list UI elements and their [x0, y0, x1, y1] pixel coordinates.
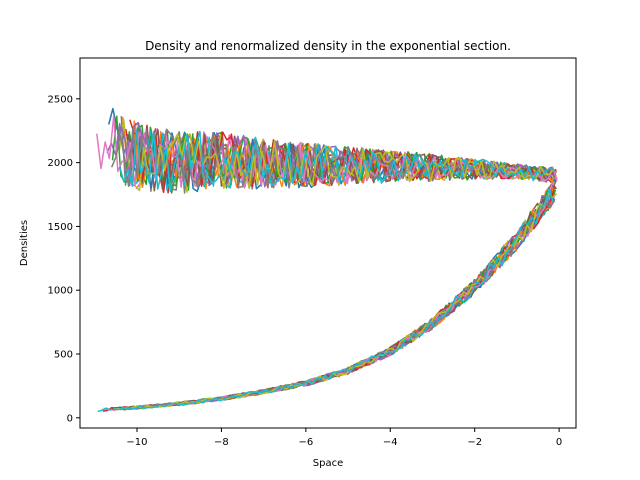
- y-tick-label: 2500: [48, 94, 73, 105]
- x-tick-label: −10: [126, 437, 147, 448]
- x-tick-label: −6: [298, 437, 313, 448]
- x-tick-label: −4: [383, 437, 398, 448]
- y-tick-label: 500: [54, 350, 73, 361]
- y-tick-label: 0: [67, 413, 73, 424]
- y-tick-label: 2000: [48, 158, 73, 169]
- chart-title: Density and renormalized density in the …: [145, 39, 511, 53]
- y-tick-label: 1500: [48, 222, 73, 233]
- x-axis-label: Space: [313, 458, 343, 469]
- x-tick-label: −2: [467, 437, 482, 448]
- x-tick-label: 0: [556, 437, 562, 448]
- x-tick-label: −8: [214, 437, 229, 448]
- y-axis-label: Densities: [19, 220, 30, 266]
- y-tick-label: 1000: [48, 286, 73, 297]
